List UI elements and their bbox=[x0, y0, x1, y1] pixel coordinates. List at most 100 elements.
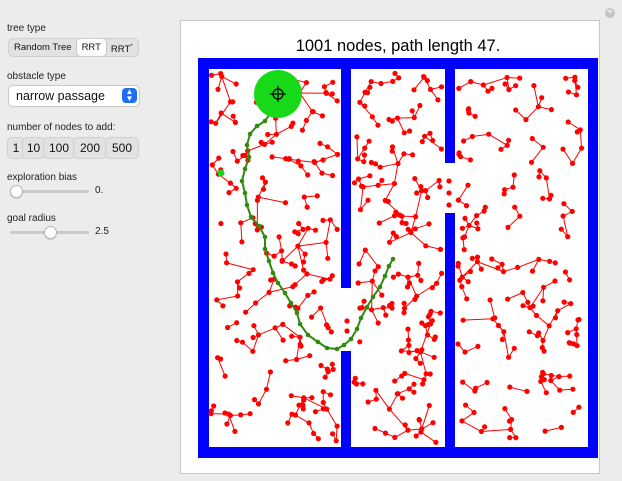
tree-node bbox=[505, 296, 511, 302]
tree-node bbox=[254, 197, 260, 203]
tree-node bbox=[502, 187, 508, 193]
goal-radius-slider[interactable] bbox=[10, 226, 89, 239]
tree-edge bbox=[295, 414, 310, 424]
plus-icon[interactable]: + bbox=[605, 8, 615, 18]
tree-node bbox=[320, 157, 326, 163]
tree-node bbox=[573, 92, 580, 98]
wall-segment bbox=[588, 58, 598, 458]
tree-edge bbox=[281, 245, 299, 262]
tree-node bbox=[546, 323, 552, 329]
tree-node bbox=[540, 298, 546, 304]
tree-edge bbox=[404, 372, 425, 381]
tree-node bbox=[460, 317, 466, 323]
tree-node bbox=[312, 409, 319, 415]
obstacle-walls bbox=[198, 58, 598, 458]
tree-node bbox=[386, 239, 393, 245]
rrt-plot: 1001 nodes, path length 47. bbox=[198, 37, 598, 458]
tree-node bbox=[323, 89, 329, 96]
tree-node bbox=[396, 212, 403, 218]
tree-edge bbox=[364, 249, 379, 267]
tree-node bbox=[459, 225, 465, 231]
tree-node bbox=[411, 389, 417, 395]
tree-node bbox=[461, 138, 467, 144]
tree-node bbox=[390, 274, 396, 280]
tree-node bbox=[525, 299, 531, 305]
tree-edge bbox=[226, 262, 254, 271]
tree-node bbox=[431, 354, 437, 360]
tree-node bbox=[258, 139, 264, 145]
add-10-nodes-button[interactable]: 10 bbox=[22, 137, 45, 159]
tree-node bbox=[330, 431, 336, 437]
path-node bbox=[364, 304, 370, 310]
tree-edge bbox=[221, 76, 237, 85]
tree-edge bbox=[517, 258, 540, 268]
goal-radius-slider-knob[interactable] bbox=[44, 226, 57, 239]
tree-node bbox=[435, 97, 441, 103]
tree-node bbox=[239, 339, 246, 345]
tree-node bbox=[395, 161, 401, 167]
tree-node bbox=[216, 155, 222, 161]
tree-node bbox=[526, 329, 532, 335]
tree-node bbox=[352, 375, 358, 381]
tree-node bbox=[533, 312, 540, 319]
tree-node bbox=[438, 146, 444, 152]
tree-node bbox=[266, 289, 272, 295]
tree-node bbox=[290, 120, 296, 126]
tree-node bbox=[390, 78, 396, 84]
tree-node bbox=[319, 170, 325, 176]
tree-node bbox=[305, 172, 311, 178]
tree-node bbox=[484, 379, 490, 386]
tree-type-rrt-button[interactable]: RRT bbox=[76, 39, 106, 56]
tree-edge bbox=[306, 273, 331, 280]
add-200-nodes-button[interactable]: 200 bbox=[73, 137, 107, 159]
goal-radius-value: 2.5 bbox=[95, 226, 109, 237]
add-100-nodes-button[interactable]: 100 bbox=[43, 137, 75, 159]
tree-node bbox=[501, 191, 507, 197]
tree-node bbox=[369, 114, 375, 120]
tree-edge bbox=[276, 125, 292, 135]
tree-node bbox=[418, 429, 424, 435]
exploration-bias-value: 0. bbox=[95, 185, 104, 196]
tree-edge bbox=[509, 386, 528, 392]
tree-edge bbox=[457, 184, 469, 201]
tree-edge bbox=[216, 295, 238, 301]
tree-node bbox=[515, 264, 521, 270]
path-node bbox=[247, 131, 253, 137]
tree-node bbox=[238, 220, 244, 226]
tree-node bbox=[446, 178, 452, 184]
tree-edge bbox=[410, 232, 427, 247]
exploration-bias-slider[interactable] bbox=[10, 185, 89, 198]
tree-edge bbox=[542, 325, 550, 341]
tree-edge bbox=[545, 426, 562, 432]
tree-node bbox=[513, 107, 519, 113]
tree-node bbox=[567, 373, 573, 379]
tree-node bbox=[238, 412, 244, 418]
tree-node bbox=[543, 390, 549, 396]
add-500-nodes-button[interactable]: 500 bbox=[105, 137, 139, 159]
tree-node bbox=[375, 320, 381, 326]
tree-edge bbox=[579, 129, 583, 149]
tree-node bbox=[469, 255, 475, 261]
tree-node bbox=[419, 139, 425, 145]
tree-node bbox=[315, 436, 321, 442]
path-node bbox=[297, 321, 303, 327]
tree-node bbox=[353, 381, 360, 387]
tree-node bbox=[367, 173, 373, 179]
path-node bbox=[262, 118, 268, 124]
tree-node bbox=[246, 270, 252, 276]
tree-node bbox=[295, 243, 301, 249]
tree-node bbox=[320, 406, 326, 412]
exploration-bias-slider-knob[interactable] bbox=[10, 185, 23, 198]
tree-node bbox=[512, 204, 518, 210]
tree-node bbox=[499, 336, 505, 343]
tree-type-random-tree-button[interactable]: Random Tree bbox=[14, 42, 72, 53]
tree-edge bbox=[488, 133, 508, 146]
obstacle-type-dropdown[interactable]: narrow passage ▲ ▼ bbox=[8, 85, 140, 107]
tree-node bbox=[298, 163, 304, 169]
tree-node bbox=[415, 272, 421, 278]
tree-node bbox=[511, 172, 517, 178]
tree-node bbox=[421, 377, 427, 383]
tree-node bbox=[507, 435, 513, 441]
tree-type-rrt-star-button[interactable]: RRT* bbox=[106, 39, 138, 56]
tree-node bbox=[305, 292, 311, 298]
